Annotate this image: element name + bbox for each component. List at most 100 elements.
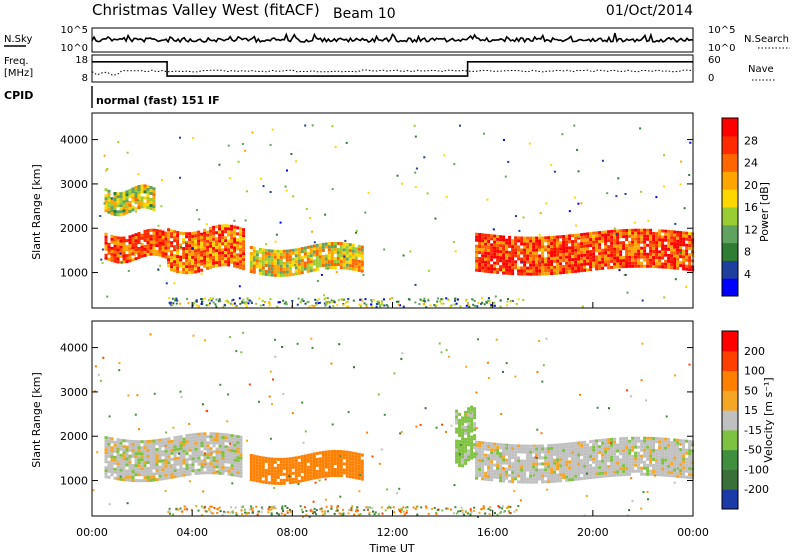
heatmap-cell (215, 432, 219, 436)
heatmap-cell (529, 474, 533, 478)
heatmap-cell (318, 460, 322, 464)
heatmap-cell (258, 461, 262, 465)
heatmap-cell (517, 245, 521, 249)
heatmap-cell (104, 436, 108, 440)
heatmap-cell (461, 458, 465, 462)
scatter-point (443, 154, 446, 157)
heatmap-cell (538, 462, 542, 466)
heatmap-cell (233, 437, 237, 441)
heatmap-cell (209, 447, 213, 451)
heatmap-cell (490, 237, 494, 241)
heatmap-cell (327, 453, 331, 457)
heatmap-cell (282, 466, 286, 470)
heatmap-cell (170, 256, 174, 260)
heatmap-cell (125, 445, 129, 449)
heatmap-cell (493, 255, 497, 259)
heatmap-cell (152, 454, 156, 458)
heatmap-cell (544, 245, 548, 249)
heatmap-cell (583, 247, 587, 251)
heatmap-cell (110, 473, 114, 477)
heatmap-cell (227, 233, 231, 237)
scatter-point (606, 192, 609, 195)
heatmap-cell (511, 251, 515, 255)
velocity-ylabel: Slant Range [km] (30, 372, 43, 468)
heatmap-cell (218, 468, 222, 472)
scatter-point (375, 305, 378, 308)
scatter-point (153, 392, 156, 395)
heatmap-cell (224, 251, 228, 255)
heatmap-cell (550, 453, 554, 456)
noise-left-label: N.Sky (4, 34, 32, 45)
scatter-point (284, 185, 287, 188)
heatmap-cell (535, 468, 539, 472)
scatter-point (213, 506, 216, 509)
heatmap-cell (616, 241, 620, 245)
heatmap-cell (562, 476, 566, 479)
heatmap-cell (667, 235, 671, 239)
heatmap-cell (547, 480, 551, 484)
heatmap-cell (122, 197, 126, 201)
heatmap-cell (107, 251, 111, 255)
heatmap-cell (116, 210, 120, 214)
heatmap-cell (339, 468, 343, 472)
scatter-point (618, 269, 621, 272)
scatter-point (289, 510, 292, 513)
heatmap-cell (574, 447, 578, 451)
heatmap-cell (261, 465, 265, 469)
heatmap-cell (303, 252, 307, 256)
heatmap-cell (107, 210, 111, 214)
heatmap-cell (164, 252, 168, 256)
heatmap-cell (604, 242, 608, 246)
scatter-point (445, 297, 448, 300)
heatmap-cell (580, 245, 584, 249)
heatmap-cell (478, 260, 482, 263)
heatmap-cell (276, 261, 280, 265)
heatmap-cell (634, 463, 638, 467)
heatmap-cell (128, 478, 132, 482)
colorbar-swatch (722, 224, 738, 244)
heatmap-cell (134, 186, 138, 189)
scatter-point (413, 124, 416, 127)
heatmap-cell (556, 247, 560, 251)
heatmap-cell (553, 458, 557, 462)
heatmap-cell (167, 443, 171, 447)
heatmap-cell (613, 473, 617, 477)
heatmap-cell (658, 256, 662, 260)
heatmap-cell (670, 441, 674, 445)
heatmap-cell (255, 265, 259, 269)
heatmap-cell (667, 458, 671, 462)
heatmap-cell (682, 457, 686, 461)
heatmap-cell (209, 441, 213, 445)
heatmap-cell (511, 447, 515, 451)
scatter-point (465, 298, 468, 301)
scatter-point (386, 506, 389, 509)
heatmap-cell (122, 200, 126, 204)
heatmap-cell (197, 254, 201, 258)
scatter-point (423, 297, 426, 300)
scatter-point (105, 169, 108, 172)
heatmap-cell (357, 455, 361, 459)
heatmap-cell (203, 447, 207, 451)
heatmap-cell (107, 201, 111, 205)
heatmap-cell (628, 249, 632, 253)
heatmap-cell (297, 271, 301, 275)
heatmap-cell (164, 473, 168, 477)
heatmap-cell (360, 269, 364, 273)
heatmap-cell (604, 468, 608, 472)
heatmap-cell (520, 257, 524, 261)
heatmap-cell (470, 444, 474, 448)
scatter-point (534, 456, 537, 459)
heatmap-cell (351, 246, 355, 250)
heatmap-cell (173, 448, 177, 452)
heatmap-cell (339, 248, 343, 252)
heatmap-cell (149, 451, 153, 455)
heatmap-cell (574, 456, 578, 460)
heatmap-cell (131, 196, 135, 200)
heatmap-cell (140, 236, 144, 240)
scatter-point (435, 304, 438, 307)
scatter-point (342, 303, 345, 305)
heatmap-cell (565, 457, 569, 461)
heatmap-cell (487, 469, 491, 472)
heatmap-cell (631, 442, 635, 446)
heatmap-cell (185, 271, 189, 275)
